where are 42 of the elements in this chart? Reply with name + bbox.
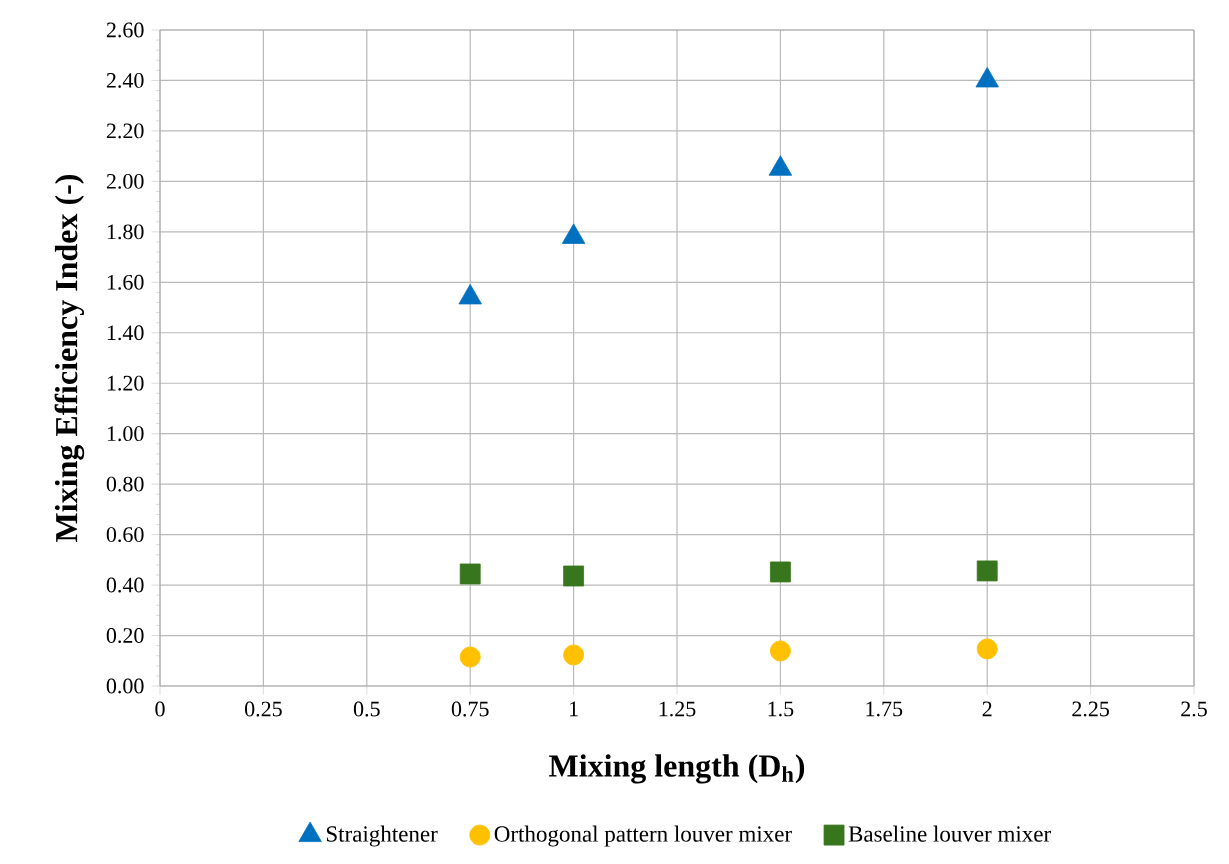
point: [976, 638, 998, 660]
y-tick-label: 0.40: [106, 577, 144, 593]
y-tick-label: 1.80: [107, 224, 144, 240]
point: [459, 563, 481, 585]
y-tick-label: 1.00: [107, 426, 144, 442]
y-tick-label: 0.00: [106, 678, 144, 694]
point: [976, 560, 998, 582]
x-tick-label: 0.25: [245, 701, 282, 717]
x-tick-label: 1.75: [866, 701, 903, 717]
x-tick-label: 1.25: [659, 701, 696, 717]
x-axis-title: Mixing length (D$_{h}$): [549, 754, 805, 784]
y-tick-label: 0.20: [106, 628, 144, 644]
y-axis-title: Mixing Efficiency Index (-): [54, 174, 85, 542]
x-tick-label: 2: [982, 701, 992, 717]
point: [975, 67, 999, 88]
x-tick-label: 0.75: [451, 701, 489, 717]
point: [561, 223, 586, 244]
y-tick-label: 2.00: [106, 173, 144, 189]
y-tick-label: 0.80: [106, 476, 144, 492]
x-tick-label: 2.25: [1072, 701, 1109, 717]
point: [768, 155, 793, 176]
y-tick-label: 2.40: [106, 73, 144, 88]
x-tick-label: 0.5: [353, 701, 380, 717]
y-tick-label: 0.60: [106, 527, 144, 543]
y-tick-label: 2.20: [106, 123, 144, 139]
point: [770, 640, 791, 662]
point: [458, 284, 482, 305]
x-tick-label: 2.5: [1181, 701, 1207, 717]
point: [459, 646, 481, 668]
legend-label: Baseline louver mixer: [848, 825, 1051, 842]
point: [563, 565, 585, 587]
point: [563, 644, 585, 666]
x-tick-label: 1.5: [768, 701, 794, 717]
y-tick-label: 1.60: [107, 274, 144, 290]
x-tick-label: 1: [570, 701, 578, 717]
legend-label: Orthogonal pattern louver mixer: [494, 825, 792, 847]
x-tick-label: 0: [155, 701, 165, 717]
legend-label: Straightener: [326, 825, 438, 847]
point: [770, 561, 791, 583]
y-tick-label: 1.40: [107, 325, 144, 341]
y-tick-label: 2.60: [106, 22, 144, 38]
y-tick-label: 1.20: [107, 375, 144, 391]
